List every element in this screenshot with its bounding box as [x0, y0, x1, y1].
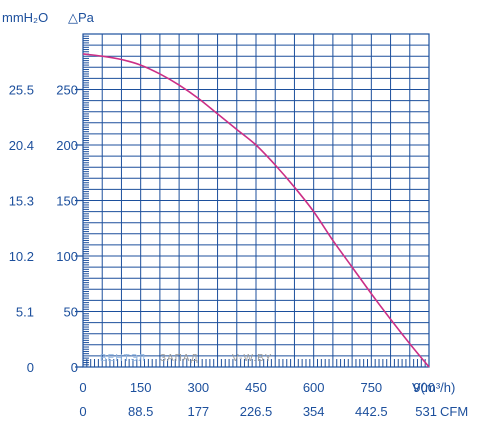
y-tick-label-pa: 150 — [56, 194, 78, 209]
x-tick-label-cfm: 0 — [79, 404, 86, 419]
x-tick-label-m3h: 600 — [303, 380, 325, 395]
y-tick-label-mmh2o: 15.3 — [9, 194, 34, 209]
y-tick-label-mmh2o: 25.5 — [9, 83, 34, 98]
y-tick-label-pa: 50 — [64, 305, 78, 320]
y-tick-label-mmh2o: 20.4 — [9, 138, 34, 153]
x-tick-label-m3h: 150 — [130, 380, 152, 395]
x-tick-label-cfm: 226.5 — [240, 404, 273, 419]
y-tick-label-mmh2o: 10.2 — [9, 249, 34, 264]
watermark: ВЕНТЭЛ ЗАПАД V-W.BY — [100, 353, 272, 364]
watermark-site: V-W.BY — [232, 353, 272, 364]
x-tick-label-m3h: 0 — [79, 380, 86, 395]
x-tick-label-cfm: 177 — [187, 404, 209, 419]
x-tick-label-m3h: 900 — [413, 380, 435, 395]
x-tick-label-m3h: 450 — [245, 380, 267, 395]
y-tick-label-pa: 250 — [56, 83, 78, 98]
x-tick-label-cfm: 88.5 — [128, 404, 153, 419]
watermark-part2: ЗАПАД — [160, 353, 199, 364]
y-unit-pa: △Pa — [68, 10, 95, 25]
watermark-part1: ВЕНТЭЛ — [100, 353, 146, 364]
y-unit-mmh2o: mmH₂O — [2, 10, 48, 25]
labels: 0 50 100 150 200 250 0 5.1 10.2 15.3 20.4 25.5 0 150 3… — [9, 83, 437, 420]
x-unit-cfm: CFM — [440, 404, 468, 419]
y-tick-label-pa: 200 — [56, 138, 78, 153]
y-tick-label-pa: 100 — [56, 249, 78, 264]
x-tick-label-cfm: 354 — [303, 404, 325, 419]
x-unit-m3h: V(m³/h) — [412, 380, 455, 395]
pressure-curve — [82, 53, 430, 368]
x-tick-label-m3h: 300 — [187, 380, 209, 395]
grid — [83, 34, 429, 367]
y-tick-label-mmh2o: 0 — [27, 360, 34, 375]
x-tick-label-cfm: 442.5 — [355, 404, 388, 419]
y-tick-label-mmh2o: 5.1 — [16, 305, 34, 320]
y-tick-label-pa: 0 — [71, 360, 78, 375]
curve-layer — [82, 53, 430, 368]
x-tick-label-cfm: 531 — [415, 404, 437, 419]
x-tick-label-m3h: 750 — [360, 380, 382, 395]
